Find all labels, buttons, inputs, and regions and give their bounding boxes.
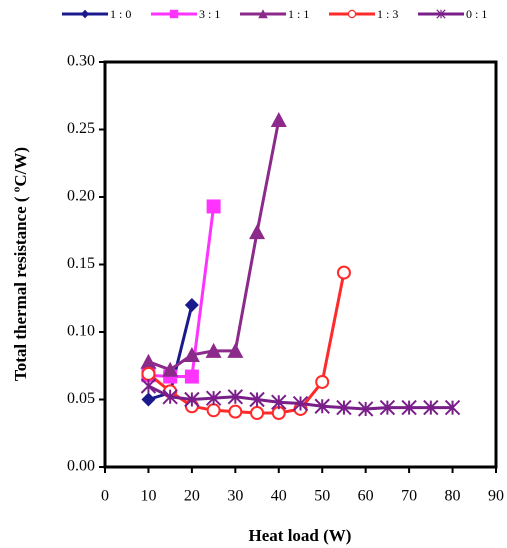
data-point — [142, 368, 154, 380]
x-tick-label: 90 — [488, 488, 504, 505]
y-axis-label: Total thermal resistance ( ºC/W) — [11, 147, 30, 381]
y-tick-label: 0.30 — [67, 53, 95, 70]
legend-label: 1 : 3 — [377, 7, 398, 21]
legend-marker — [348, 10, 355, 17]
data-point — [185, 298, 199, 312]
data-point — [229, 406, 241, 418]
data-point — [271, 112, 287, 127]
series-line — [148, 120, 278, 370]
data-point — [140, 354, 156, 369]
data-point — [185, 370, 199, 384]
legend-marker — [81, 10, 89, 18]
x-tick-label: 0 — [101, 488, 109, 505]
page: {"chart_data": {"type": "line", "xlabel"… — [0, 0, 507, 548]
x-tick-label: 30 — [227, 488, 243, 505]
y-tick-label: 0.10 — [67, 323, 95, 340]
legend-label: 0 : 1 — [466, 7, 487, 21]
x-tick-label: 50 — [314, 488, 330, 505]
data-point — [141, 379, 155, 393]
data-point — [316, 376, 328, 388]
x-tick-label: 40 — [271, 488, 287, 505]
legend-label: 1 : 0 — [110, 7, 131, 21]
x-tick-label: 60 — [358, 488, 374, 505]
x-axis-label: Heat load (W) — [249, 526, 352, 545]
x-tick-label: 80 — [445, 488, 461, 505]
y-tick-label: 0.20 — [67, 188, 95, 205]
x-tick-label: 70 — [401, 488, 417, 505]
data-point — [249, 224, 265, 239]
y-tick-label: 0.25 — [67, 120, 95, 137]
x-tick-label: 10 — [140, 488, 156, 505]
legend-label: 3 : 1 — [199, 7, 220, 21]
data-point — [208, 404, 220, 416]
legend-label: 1 : 1 — [288, 7, 309, 21]
data-point — [251, 407, 263, 419]
legend-marker — [170, 10, 178, 18]
data-point — [141, 393, 155, 407]
data-point — [207, 199, 221, 213]
x-tick-label: 20 — [184, 488, 200, 505]
y-tick-label: 0.00 — [67, 458, 95, 475]
data-point — [338, 267, 350, 279]
y-tick-label: 0.05 — [67, 390, 95, 407]
y-tick-label: 0.15 — [67, 255, 95, 272]
chart: Heat load (W) Total thermal resistance (… — [0, 0, 507, 548]
